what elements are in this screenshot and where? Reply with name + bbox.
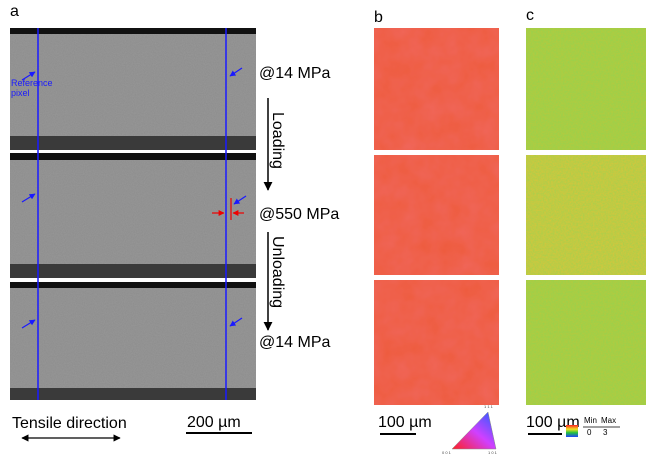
gap: [526, 275, 646, 280]
strip-noise: [10, 153, 256, 278]
gap: [374, 150, 499, 155]
edge: [10, 282, 256, 288]
arrow: [21, 319, 36, 329]
legend-value: 3: [603, 428, 608, 437]
direction-label: Tensile direction: [12, 415, 127, 432]
edge: [10, 264, 256, 278]
ipf-label: 0 0 1: [442, 450, 452, 455]
arrow-label: Loading: [269, 112, 286, 169]
strip-noise: [10, 282, 256, 400]
legend-label: Max: [601, 416, 616, 425]
reference-label-box: Reference pixel: [11, 78, 53, 98]
legend-value: 0: [587, 428, 592, 437]
strip-noise: [10, 28, 256, 150]
micrograph-strips: [10, 28, 256, 400]
edge: [10, 136, 256, 150]
arrow: [21, 193, 36, 203]
arrow-label: Unloading: [269, 236, 286, 308]
kam-map: [526, 28, 646, 405]
legend-label: Min: [584, 416, 597, 425]
state-label: @14 MPa: [259, 334, 330, 351]
arrow: [229, 317, 243, 327]
arrow: [233, 195, 247, 205]
map-grains: [374, 28, 499, 405]
ipf-label: 1 1 1: [484, 404, 494, 409]
shift-marker: [212, 198, 244, 220]
orientation-map: [374, 28, 499, 405]
gap: [374, 275, 499, 280]
arrow: [21, 71, 36, 81]
state-label: @550 MPa: [259, 206, 339, 223]
state-label: @14 MPa: [259, 65, 330, 82]
panel-label: c: [526, 7, 534, 24]
arrow: [229, 67, 243, 77]
panel-label: b: [374, 9, 383, 26]
scale-bar-label: 200 µm: [187, 414, 241, 431]
scale-bar-label: 100 µm: [378, 414, 432, 431]
color-scale: [566, 425, 578, 437]
gap: [526, 150, 646, 155]
edge: [10, 28, 256, 34]
panel-label: a: [10, 3, 19, 20]
reference-label: Reference pixel: [11, 78, 53, 98]
ipf-label: 1 0 1: [488, 450, 498, 455]
edge: [10, 388, 256, 400]
ipf-triangle: [451, 411, 497, 450]
edge: [10, 153, 256, 160]
reference-arrows: [21, 67, 247, 329]
map-noise: [526, 28, 646, 405]
